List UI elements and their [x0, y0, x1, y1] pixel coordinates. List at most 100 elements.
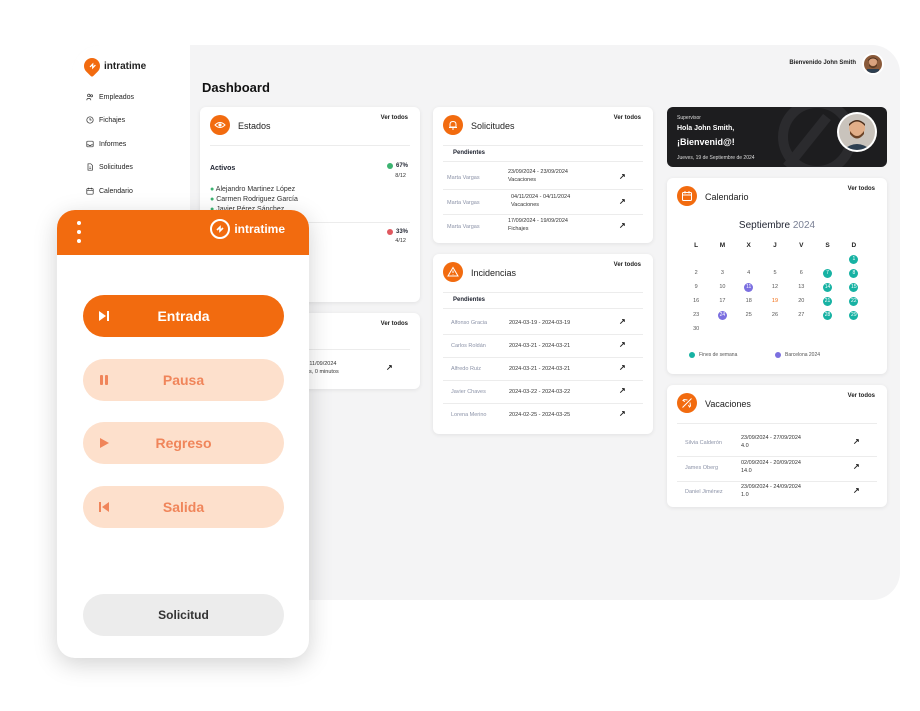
calendar-day[interactable]: 8 [841, 268, 867, 278]
calendar-day[interactable]: 13 [788, 284, 814, 290]
open-arrow-icon[interactable]: ↗ [619, 363, 626, 372]
calendar-day[interactable]: 5 [762, 270, 788, 276]
sidebar-item-calendario[interactable]: Calendario [86, 187, 133, 195]
calendar-day[interactable]: 29 [841, 310, 867, 320]
calendar-week: 1 [683, 252, 867, 266]
calendar-day[interactable]: 30 [683, 326, 709, 332]
calendar-day[interactable]: 15 [841, 282, 867, 292]
divider [443, 292, 643, 293]
second-stat: 33% [386, 229, 408, 235]
calendar-day[interactable]: 12 [762, 284, 788, 290]
open-arrow-icon[interactable]: ↗ [853, 437, 860, 446]
divider [677, 423, 877, 424]
table-row[interactable]: Carlos Roldán 2024-03-21 - 2024-03-21 ↗ [433, 337, 653, 355]
open-arrow-icon[interactable]: ↗ [619, 197, 626, 206]
row-type: Vacaciones [511, 202, 540, 208]
card-title: Solicitudes [471, 121, 515, 131]
calendar-day[interactable]: 16 [683, 298, 709, 304]
duration: as, 0 minutos [306, 369, 339, 375]
calendar-day[interactable]: 11 [736, 282, 762, 292]
table-row[interactable]: Silvia Calderón 23/09/2024 - 27/09/2024 … [667, 434, 887, 456]
calendar-day[interactable]: 26 [762, 312, 788, 318]
green-status-dot [386, 163, 393, 169]
day-number: 29 [849, 310, 859, 320]
calendar-day[interactable]: 9 [683, 284, 709, 290]
pausa-button[interactable]: Pausa [83, 359, 284, 401]
open-arrow-icon[interactable]: ↗ [386, 363, 393, 372]
regreso-button[interactable]: Regreso [83, 422, 284, 464]
calendar-day[interactable]: 3 [709, 270, 735, 276]
sidebar-item-empleados[interactable]: Empleados [86, 93, 134, 101]
calendar-day[interactable]: 17 [709, 298, 735, 304]
solicitud-button[interactable]: Solicitud [83, 594, 284, 636]
calendar-day[interactable]: 4 [736, 270, 762, 276]
calendar-day[interactable]: 10 [709, 284, 735, 290]
banner-date: Jueves, 19 de Septiembre de 2024 [677, 155, 755, 161]
open-arrow-icon[interactable]: ↗ [619, 340, 626, 349]
row-dates: 2024-03-22 - 2024-03-22 [509, 389, 571, 395]
calendar-day[interactable]: 6 [788, 270, 814, 276]
calendar-day[interactable]: 24 [709, 310, 735, 320]
second-count: 4/12 [395, 238, 406, 244]
ver-todos-link[interactable]: Ver todos [380, 321, 408, 327]
row-days: 1.0 [741, 492, 749, 498]
calendar-day[interactable]: 25 [736, 312, 762, 318]
calendar-day[interactable]: 27 [788, 312, 814, 318]
day-number: 14 [823, 282, 833, 292]
ver-todos-link[interactable]: Ver todos [613, 115, 641, 121]
sidebar-logo[interactable]: intratime [80, 54, 146, 78]
ver-todos-link[interactable]: Ver todos [613, 262, 641, 268]
calendar-week: 9 10 11 12 13 14 15 [683, 280, 867, 294]
open-arrow-icon[interactable]: ↗ [619, 386, 626, 395]
row-days: 4.0 [741, 443, 749, 449]
calendar-day[interactable]: 21 [814, 296, 840, 306]
calendar-day[interactable]: 28 [814, 310, 840, 320]
calendar-day[interactable]: 22 [841, 296, 867, 306]
table-row[interactable]: Alfredo Ruiz 2024-03-21 - 2024-03-21 ↗ [433, 360, 653, 378]
table-row[interactable]: Marta Vargas 23/09/2024 - 23/09/2024 Vac… [433, 167, 653, 189]
avatar[interactable] [862, 53, 884, 75]
calendar-day[interactable]: 14 [814, 282, 840, 292]
ver-todos-link[interactable]: Ver todos [847, 186, 875, 192]
weekday-label: L [694, 241, 699, 249]
open-arrow-icon[interactable]: ↗ [619, 317, 626, 326]
table-row[interactable]: Javier Chaves 2024-03-22 - 2024-03-22 ↗ [433, 383, 653, 401]
ver-todos-link[interactable]: Ver todos [380, 115, 408, 121]
kebab-menu-icon[interactable] [77, 221, 81, 243]
calendar-day[interactable]: 20 [788, 298, 814, 304]
row-name: Marta Vargas [447, 224, 480, 230]
mobile-app: intratime Entrada Pausa Regreso Salida S… [57, 210, 309, 658]
table-row[interactable]: Lorena Merino 2024-02-25 - 2024-03-25 ↗ [433, 406, 653, 424]
table-row[interactable]: Marta Vargas 04/11/2024 - 04/11/2024 Vac… [433, 192, 653, 214]
open-arrow-icon[interactable]: ↗ [619, 221, 626, 230]
table-row[interactable]: Marta Vargas 17/09/2024 - 19/09/2024 Fic… [433, 217, 653, 239]
pause-icon [100, 375, 108, 385]
calendar-day[interactable]: 1 [841, 254, 867, 264]
sidebar-item-fichajes[interactable]: Fichajes [86, 116, 125, 124]
open-arrow-icon[interactable]: ↗ [619, 409, 626, 418]
vacaciones-card: Vacaciones Ver todos Silvia Calderón 23/… [667, 385, 887, 507]
calendar-day[interactable]: 19 [762, 298, 788, 304]
calendar-day[interactable]: 18 [736, 298, 762, 304]
day-number: 8 [849, 268, 859, 278]
calendar-day[interactable]: 23 [683, 312, 709, 318]
salida-button[interactable]: Salida [83, 486, 284, 528]
table-row[interactable]: Alfonso Gracia 2024-03-19 - 2024-03-19 ↗ [433, 314, 653, 332]
row-days: 14.0 [741, 468, 752, 474]
ver-todos-link[interactable]: Ver todos [847, 393, 875, 399]
sidebar-item-informes[interactable]: Informes [86, 140, 126, 148]
calendar-day[interactable]: 7 [814, 268, 840, 278]
divider [210, 222, 410, 223]
open-arrow-icon[interactable]: ↗ [619, 172, 626, 181]
day-number: 30 [693, 326, 700, 332]
table-row[interactable]: Daniel Jiménez 23/09/2024 - 24/09/2024 1… [667, 483, 887, 505]
table-row[interactable]: James Oberg 02/09/2024 - 20/09/2024 14.0… [667, 459, 887, 481]
sidebar-item-solicitudes[interactable]: Solicitudes [86, 163, 133, 171]
section-label: Pendientes [453, 297, 486, 303]
person-name: Javier Pérez Sánchez [216, 206, 284, 213]
entrada-button[interactable]: Entrada [83, 295, 284, 337]
open-arrow-icon[interactable]: ↗ [853, 486, 860, 495]
open-arrow-icon[interactable]: ↗ [853, 462, 860, 471]
card-title: Estados [238, 121, 271, 131]
calendar-day[interactable]: 2 [683, 270, 709, 276]
